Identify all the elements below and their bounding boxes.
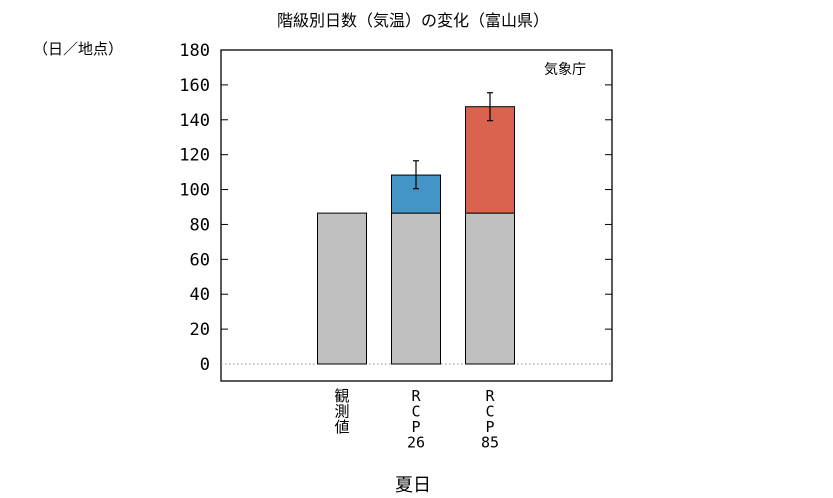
- y-unit-label: （日／地点）: [33, 40, 123, 58]
- credit-label: 気象庁: [544, 62, 586, 78]
- x-category-label: R: [485, 387, 495, 405]
- x-category-label: 観: [334, 387, 349, 405]
- x-category-label: C: [411, 403, 420, 421]
- bar-segment: [391, 174, 441, 214]
- y-tick-label: 80: [190, 215, 210, 235]
- x-category-label: 値: [334, 418, 349, 436]
- x-category-label: C: [485, 403, 494, 421]
- x-category-label: 26: [407, 434, 425, 452]
- x-category-label: 測: [334, 403, 349, 421]
- x-category-label: R: [411, 387, 421, 405]
- y-tick-label: 180: [179, 41, 210, 61]
- bar-segment: [465, 212, 515, 365]
- x-category-label: P: [411, 418, 420, 436]
- y-tick-label: 0: [200, 355, 210, 375]
- y-tick-label: 40: [190, 285, 210, 305]
- x-axis-label: 夏日: [395, 475, 431, 496]
- bar-segment: [465, 106, 515, 214]
- y-tick-label: 160: [179, 76, 210, 96]
- x-category-label: P: [485, 418, 494, 436]
- y-tick-label: 60: [190, 250, 210, 270]
- bar-segment: [317, 212, 367, 365]
- bar-segment: [391, 212, 441, 365]
- y-axis: 0 20 40 60 80 100 120 140 160 180: [179, 41, 612, 375]
- y-tick-label: 120: [179, 146, 210, 166]
- y-tick-label: 20: [190, 320, 210, 340]
- chart-title: 階級別日数（気温）の変化（富山県）: [277, 11, 549, 30]
- plot-frame: [220, 49, 613, 382]
- y-tick-label: 140: [179, 111, 210, 131]
- bars: [317, 92, 515, 365]
- x-category-label: 85: [481, 434, 499, 452]
- y-tick-label: 100: [179, 181, 210, 201]
